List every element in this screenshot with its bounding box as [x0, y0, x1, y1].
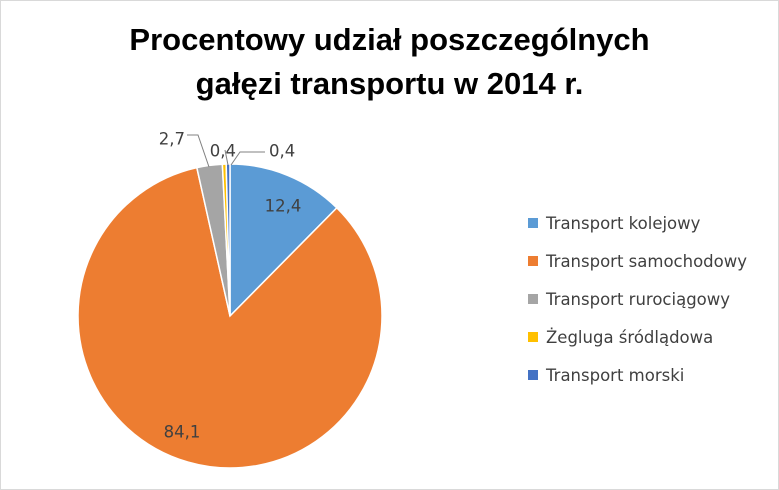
chart-title-line-1: Procentowy udział poszczególnych	[129, 22, 650, 57]
legend-label: Transport rurociągowy	[546, 290, 731, 309]
leader-line-transport-rurociagowy	[187, 134, 210, 168]
leader-line-zegluga-srodladowa	[224, 149, 229, 166]
legend-swatch	[528, 255, 538, 266]
legend-item-transport-samochodowy: Transport samochodowy	[528, 250, 747, 288]
data-label-transport-samochodowy: 84,1	[164, 423, 201, 442]
legend-label: Żegluga śródlądowa	[546, 328, 714, 347]
pie-slice-transport-kolejowy	[229, 163, 338, 318]
legend-item-transport-morski: Transport morski	[528, 364, 747, 402]
legend-swatch	[528, 331, 538, 342]
legend-swatch	[528, 217, 538, 228]
data-label-transport-rurociagowy: 2,7	[159, 130, 185, 149]
data-label-zegluga-srodladowa: 0,4	[210, 142, 236, 161]
legend-label: Transport morski	[546, 366, 685, 385]
legend-item-transport-rurociagowy: Transport rurociągowy	[528, 288, 747, 326]
pie-slice-transport-samochodowy	[77, 166, 383, 469]
legend-item-transport-kolejowy: Transport kolejowy	[528, 212, 747, 250]
chart-title: Procentowy udział poszczególnych gałęzi …	[0, 18, 779, 106]
legend: Transport kolejowy Transport samochodowy…	[528, 212, 747, 402]
legend-swatch	[528, 369, 538, 380]
chart-title-line-2: gałęzi transportu w 2014 r.	[195, 66, 584, 101]
legend-label: Transport kolejowy	[546, 214, 701, 233]
legend-swatch	[528, 293, 538, 304]
legend-item-zegluga-srodladowa: Żegluga śródlądowa	[528, 326, 747, 364]
leader-line-transport-morski	[230, 151, 265, 166]
data-label-transport-morski: 0,4	[269, 142, 295, 161]
data-label-transport-kolejowy: 12,4	[265, 197, 302, 216]
legend-label: Transport samochodowy	[546, 252, 747, 271]
